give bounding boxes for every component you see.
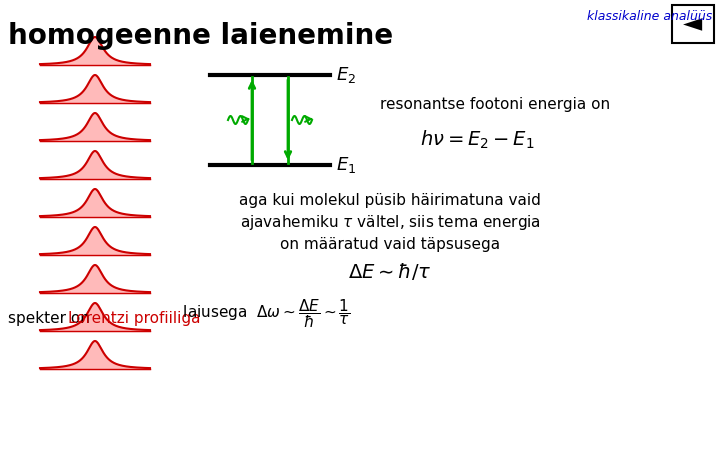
Text: spekter on: spekter on xyxy=(8,310,95,325)
Text: $E_2$: $E_2$ xyxy=(336,65,356,85)
Text: $h\nu = E_2 - E_1$: $h\nu = E_2 - E_1$ xyxy=(420,129,534,151)
Text: homogeenne laienemine: homogeenne laienemine xyxy=(8,22,393,50)
Text: resonantse footoni energia on: resonantse footoni energia on xyxy=(380,98,610,112)
Text: on määratud vaid täpsusega: on määratud vaid täpsusega xyxy=(280,237,500,252)
Text: $E_1$: $E_1$ xyxy=(336,155,356,175)
Text: ajavahemiku $\tau$ vältel, siis tema energia: ajavahemiku $\tau$ vältel, siis tema ene… xyxy=(240,212,541,231)
Text: aga kui molekul püsib häirimatuna vaid: aga kui molekul püsib häirimatuna vaid xyxy=(239,193,541,207)
Text: $\Delta E \sim \hbar/\tau$: $\Delta E \sim \hbar/\tau$ xyxy=(348,261,432,283)
Text: ◄: ◄ xyxy=(683,12,703,36)
Text: Lorentzi profiiliga: Lorentzi profiiliga xyxy=(68,310,200,325)
Text: laiusega  $\Delta\omega \sim \dfrac{\Delta E}{\hbar} \sim \dfrac{1}{\tau}$: laiusega $\Delta\omega \sim \dfrac{\Delt… xyxy=(178,297,351,330)
Text: klassikaline analüüs: klassikaline analüüs xyxy=(587,10,712,23)
Bar xyxy=(672,5,714,43)
